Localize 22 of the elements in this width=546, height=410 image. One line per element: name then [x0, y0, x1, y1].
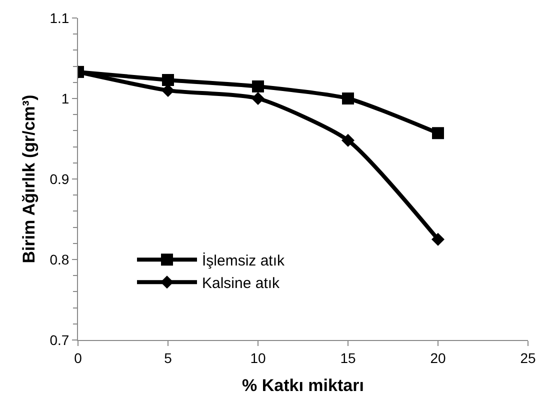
- y-tick-label: 1: [61, 90, 70, 106]
- point: [252, 92, 264, 105]
- point: [432, 127, 444, 140]
- x-tick-label: 0: [74, 350, 82, 366]
- x-tick-label: 25: [520, 350, 536, 366]
- y-tick-label: 0.9: [50, 170, 70, 187]
- x-tick-label: 15: [340, 350, 356, 366]
- x-axis-title: % Katkı miktarı: [242, 376, 364, 396]
- x-tick-label: 5: [164, 350, 172, 366]
- legend-label: Kalsine atık: [202, 275, 280, 292]
- point: [162, 74, 174, 86]
- point: [252, 80, 264, 92]
- legend-label: İşlemsiz atık: [202, 252, 286, 270]
- y-tick-label: 1.1: [50, 10, 70, 26]
- point: [342, 134, 354, 147]
- y-tick-label: 0.7: [50, 332, 70, 348]
- x-tick-label: 20: [430, 350, 446, 366]
- y-tick-label: 0.8: [50, 251, 70, 268]
- y-axis-title: Birim Ağırlık (gr/cm³): [19, 94, 38, 264]
- x-tick-label: 10: [250, 350, 266, 366]
- point: [432, 232, 444, 246]
- point: [342, 92, 354, 104]
